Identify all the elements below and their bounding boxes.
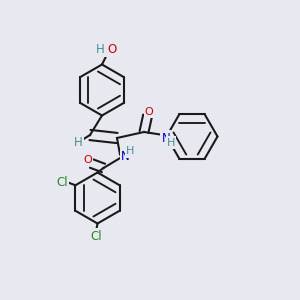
Text: O: O (107, 43, 116, 56)
Text: H: H (126, 146, 135, 157)
Text: O: O (83, 155, 92, 165)
Text: Cl: Cl (56, 176, 68, 189)
Text: O: O (145, 107, 154, 117)
Text: N: N (161, 131, 170, 145)
Text: H: H (167, 137, 175, 148)
Text: H: H (74, 136, 82, 149)
Text: H: H (96, 43, 105, 56)
Text: N: N (121, 149, 130, 163)
Text: Cl: Cl (90, 230, 102, 243)
